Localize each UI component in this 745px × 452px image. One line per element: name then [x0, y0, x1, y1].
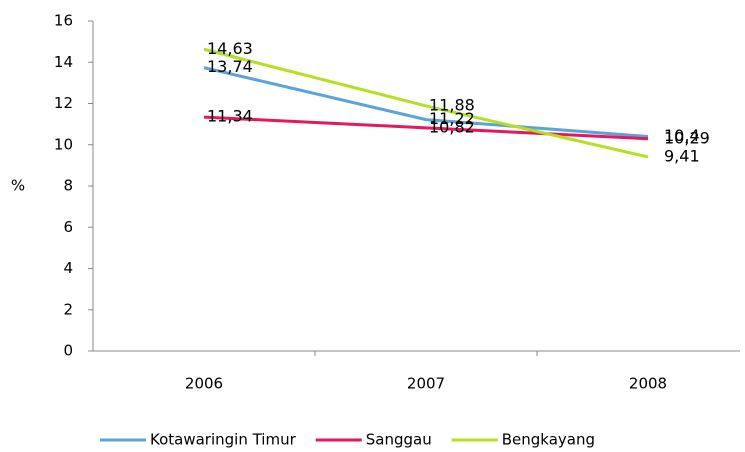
legend-label: Bengkayang	[502, 431, 595, 449]
data-label: 10,4	[664, 126, 700, 145]
data-label: 11,22	[429, 109, 475, 128]
data-label: 13,74	[207, 57, 253, 76]
x-tick-label: 2006	[185, 375, 223, 393]
y-axis-label: %	[11, 177, 25, 195]
series-line	[203, 115, 649, 141]
x-tick-label: 2007	[407, 375, 445, 393]
y-tick-label: 8	[63, 177, 73, 195]
series-line	[203, 47, 649, 159]
y-tick-label: 6	[63, 218, 73, 236]
y-tick-label: 12	[54, 94, 73, 112]
data-label: 11,88	[429, 95, 475, 114]
series-line	[203, 66, 649, 138]
y-tick-label: 10	[54, 135, 73, 153]
data-label: 14,63	[207, 39, 253, 58]
legend-label: Kotawaringin Timur	[150, 431, 297, 449]
data-label: 11,34	[207, 107, 253, 126]
y-tick-label: 0	[63, 342, 73, 360]
data-label: 9,41	[664, 146, 700, 165]
legend-label: Sanggau	[366, 431, 432, 449]
y-tick-label: 4	[63, 259, 73, 277]
y-tick-label: 14	[54, 53, 73, 71]
x-tick-label: 2008	[629, 375, 667, 393]
y-tick-label: 2	[63, 300, 73, 318]
data-label: 10,82	[429, 117, 475, 136]
data-label: 10,29	[664, 128, 710, 147]
y-tick-label: 16	[54, 12, 73, 30]
